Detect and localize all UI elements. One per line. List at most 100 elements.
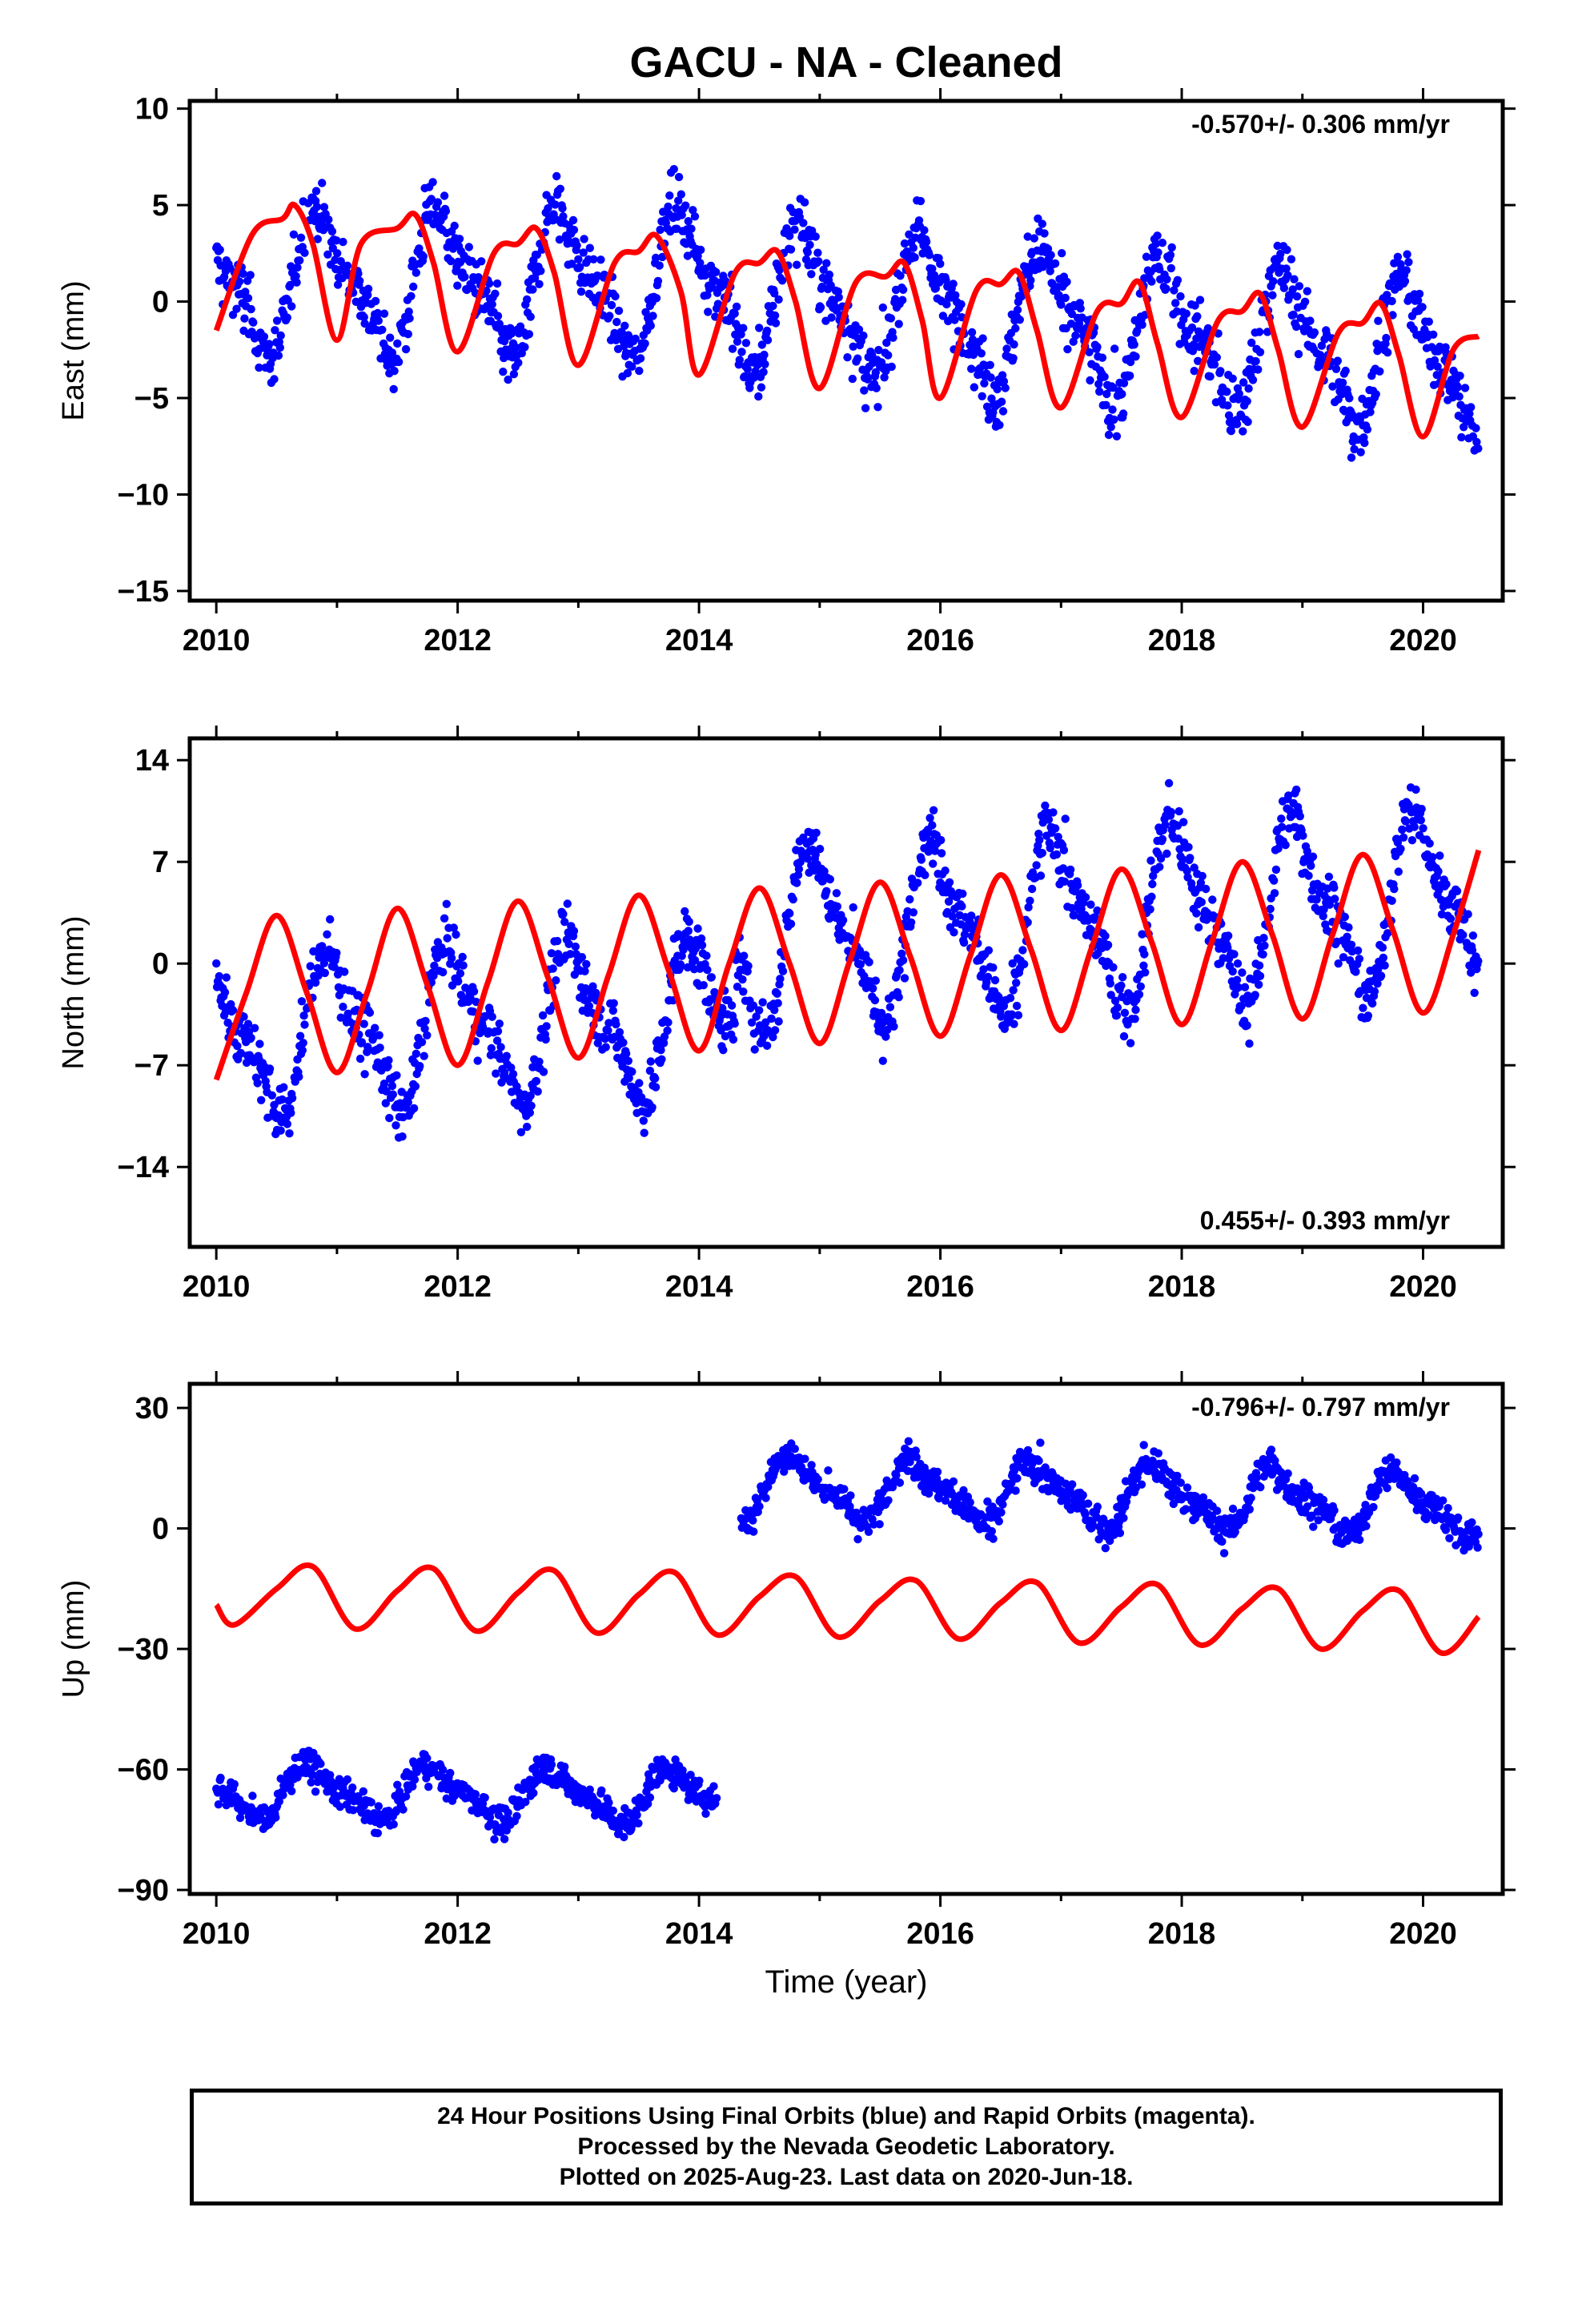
data-point [283, 1120, 291, 1128]
x-tick-label: 2012 [424, 624, 492, 657]
data-point [433, 198, 443, 207]
data-point [1046, 843, 1054, 853]
data-point [401, 344, 411, 354]
data-point [1095, 387, 1104, 396]
data-point [365, 1008, 375, 1017]
data-point [1292, 292, 1302, 301]
data-point [464, 243, 473, 251]
data-point [651, 253, 661, 263]
data-point [1176, 292, 1185, 301]
data-point [609, 999, 618, 1008]
data-point [441, 207, 451, 215]
data-point [1050, 259, 1060, 268]
data-point [297, 997, 307, 1006]
data-point [1010, 340, 1018, 349]
data-point [735, 356, 744, 364]
x-tick-label: 2016 [906, 1917, 974, 1951]
data-point [1166, 251, 1175, 259]
data-point [265, 1064, 275, 1073]
data-point [564, 939, 573, 949]
data-point [825, 270, 834, 279]
data-point [1112, 1011, 1122, 1020]
data-point [460, 272, 469, 281]
data-point [363, 291, 372, 300]
data-point [905, 895, 914, 904]
data-point [1232, 420, 1242, 428]
data-point [1010, 1019, 1018, 1028]
data-point [912, 1453, 921, 1462]
data-point [412, 268, 420, 277]
data-point [279, 1083, 288, 1092]
data-point [1428, 853, 1437, 862]
data-point [761, 1494, 770, 1502]
data-point [429, 971, 438, 980]
data-point [880, 373, 889, 382]
data-point [401, 1792, 411, 1801]
data-point [300, 1020, 309, 1029]
data-point [1238, 968, 1247, 977]
data-point [1324, 872, 1334, 882]
data-point [760, 350, 769, 360]
data-point [634, 1819, 643, 1827]
data-point [762, 1041, 772, 1051]
data-point [248, 1791, 257, 1800]
data-point [986, 373, 995, 382]
data-point [1244, 384, 1253, 393]
data-point [739, 987, 748, 996]
data-point [492, 1069, 500, 1078]
data-point [1276, 249, 1285, 259]
data-point [958, 902, 966, 911]
data-point [236, 1048, 246, 1058]
data-point [1373, 979, 1382, 988]
data-point [390, 367, 399, 376]
data-point [849, 903, 857, 912]
data-point [906, 918, 916, 927]
data-point [1066, 320, 1076, 328]
data-point [1068, 1480, 1077, 1489]
data-point [690, 955, 700, 965]
data-point [421, 1016, 430, 1026]
data-point [749, 373, 758, 382]
data-point [332, 236, 341, 245]
data-point [1093, 343, 1102, 352]
plot-frame [187, 99, 1505, 603]
data-point [1197, 898, 1207, 907]
data-point [363, 1043, 372, 1051]
data-point [1023, 1445, 1033, 1455]
data-point [458, 952, 467, 962]
data-point [1049, 808, 1058, 817]
data-point [846, 1491, 855, 1500]
data-point [1292, 322, 1301, 332]
data-point [856, 960, 865, 969]
data-point [1050, 824, 1060, 833]
data-point [535, 279, 544, 288]
data-point [937, 849, 946, 858]
data-point [938, 312, 948, 320]
data-point [696, 259, 705, 267]
data-point [480, 1011, 489, 1021]
data-point [538, 1011, 548, 1020]
x-tick-label: 2010 [183, 1917, 251, 1951]
data-point [287, 1108, 295, 1117]
data-point [1270, 876, 1279, 885]
data-point [1398, 825, 1407, 834]
data-point [1419, 824, 1427, 833]
data-point [1113, 1003, 1122, 1012]
data-point [1266, 904, 1275, 914]
data-point [813, 248, 822, 257]
data-point [1362, 1522, 1371, 1530]
data-point [528, 285, 537, 294]
data-point [1164, 778, 1174, 788]
data-point [1094, 380, 1103, 388]
data-point [1058, 249, 1066, 258]
data-point [404, 1098, 412, 1107]
data-point [677, 211, 686, 219]
footer-line-3: Plotted on 2025-Aug-23. Last data on 202… [559, 2164, 1134, 2190]
data-point [1118, 973, 1127, 982]
data-point [607, 300, 616, 310]
data-point [1439, 1496, 1447, 1505]
data-point [393, 339, 402, 348]
data-point [1038, 848, 1047, 858]
data-point [558, 203, 567, 213]
data-point [1093, 906, 1102, 915]
